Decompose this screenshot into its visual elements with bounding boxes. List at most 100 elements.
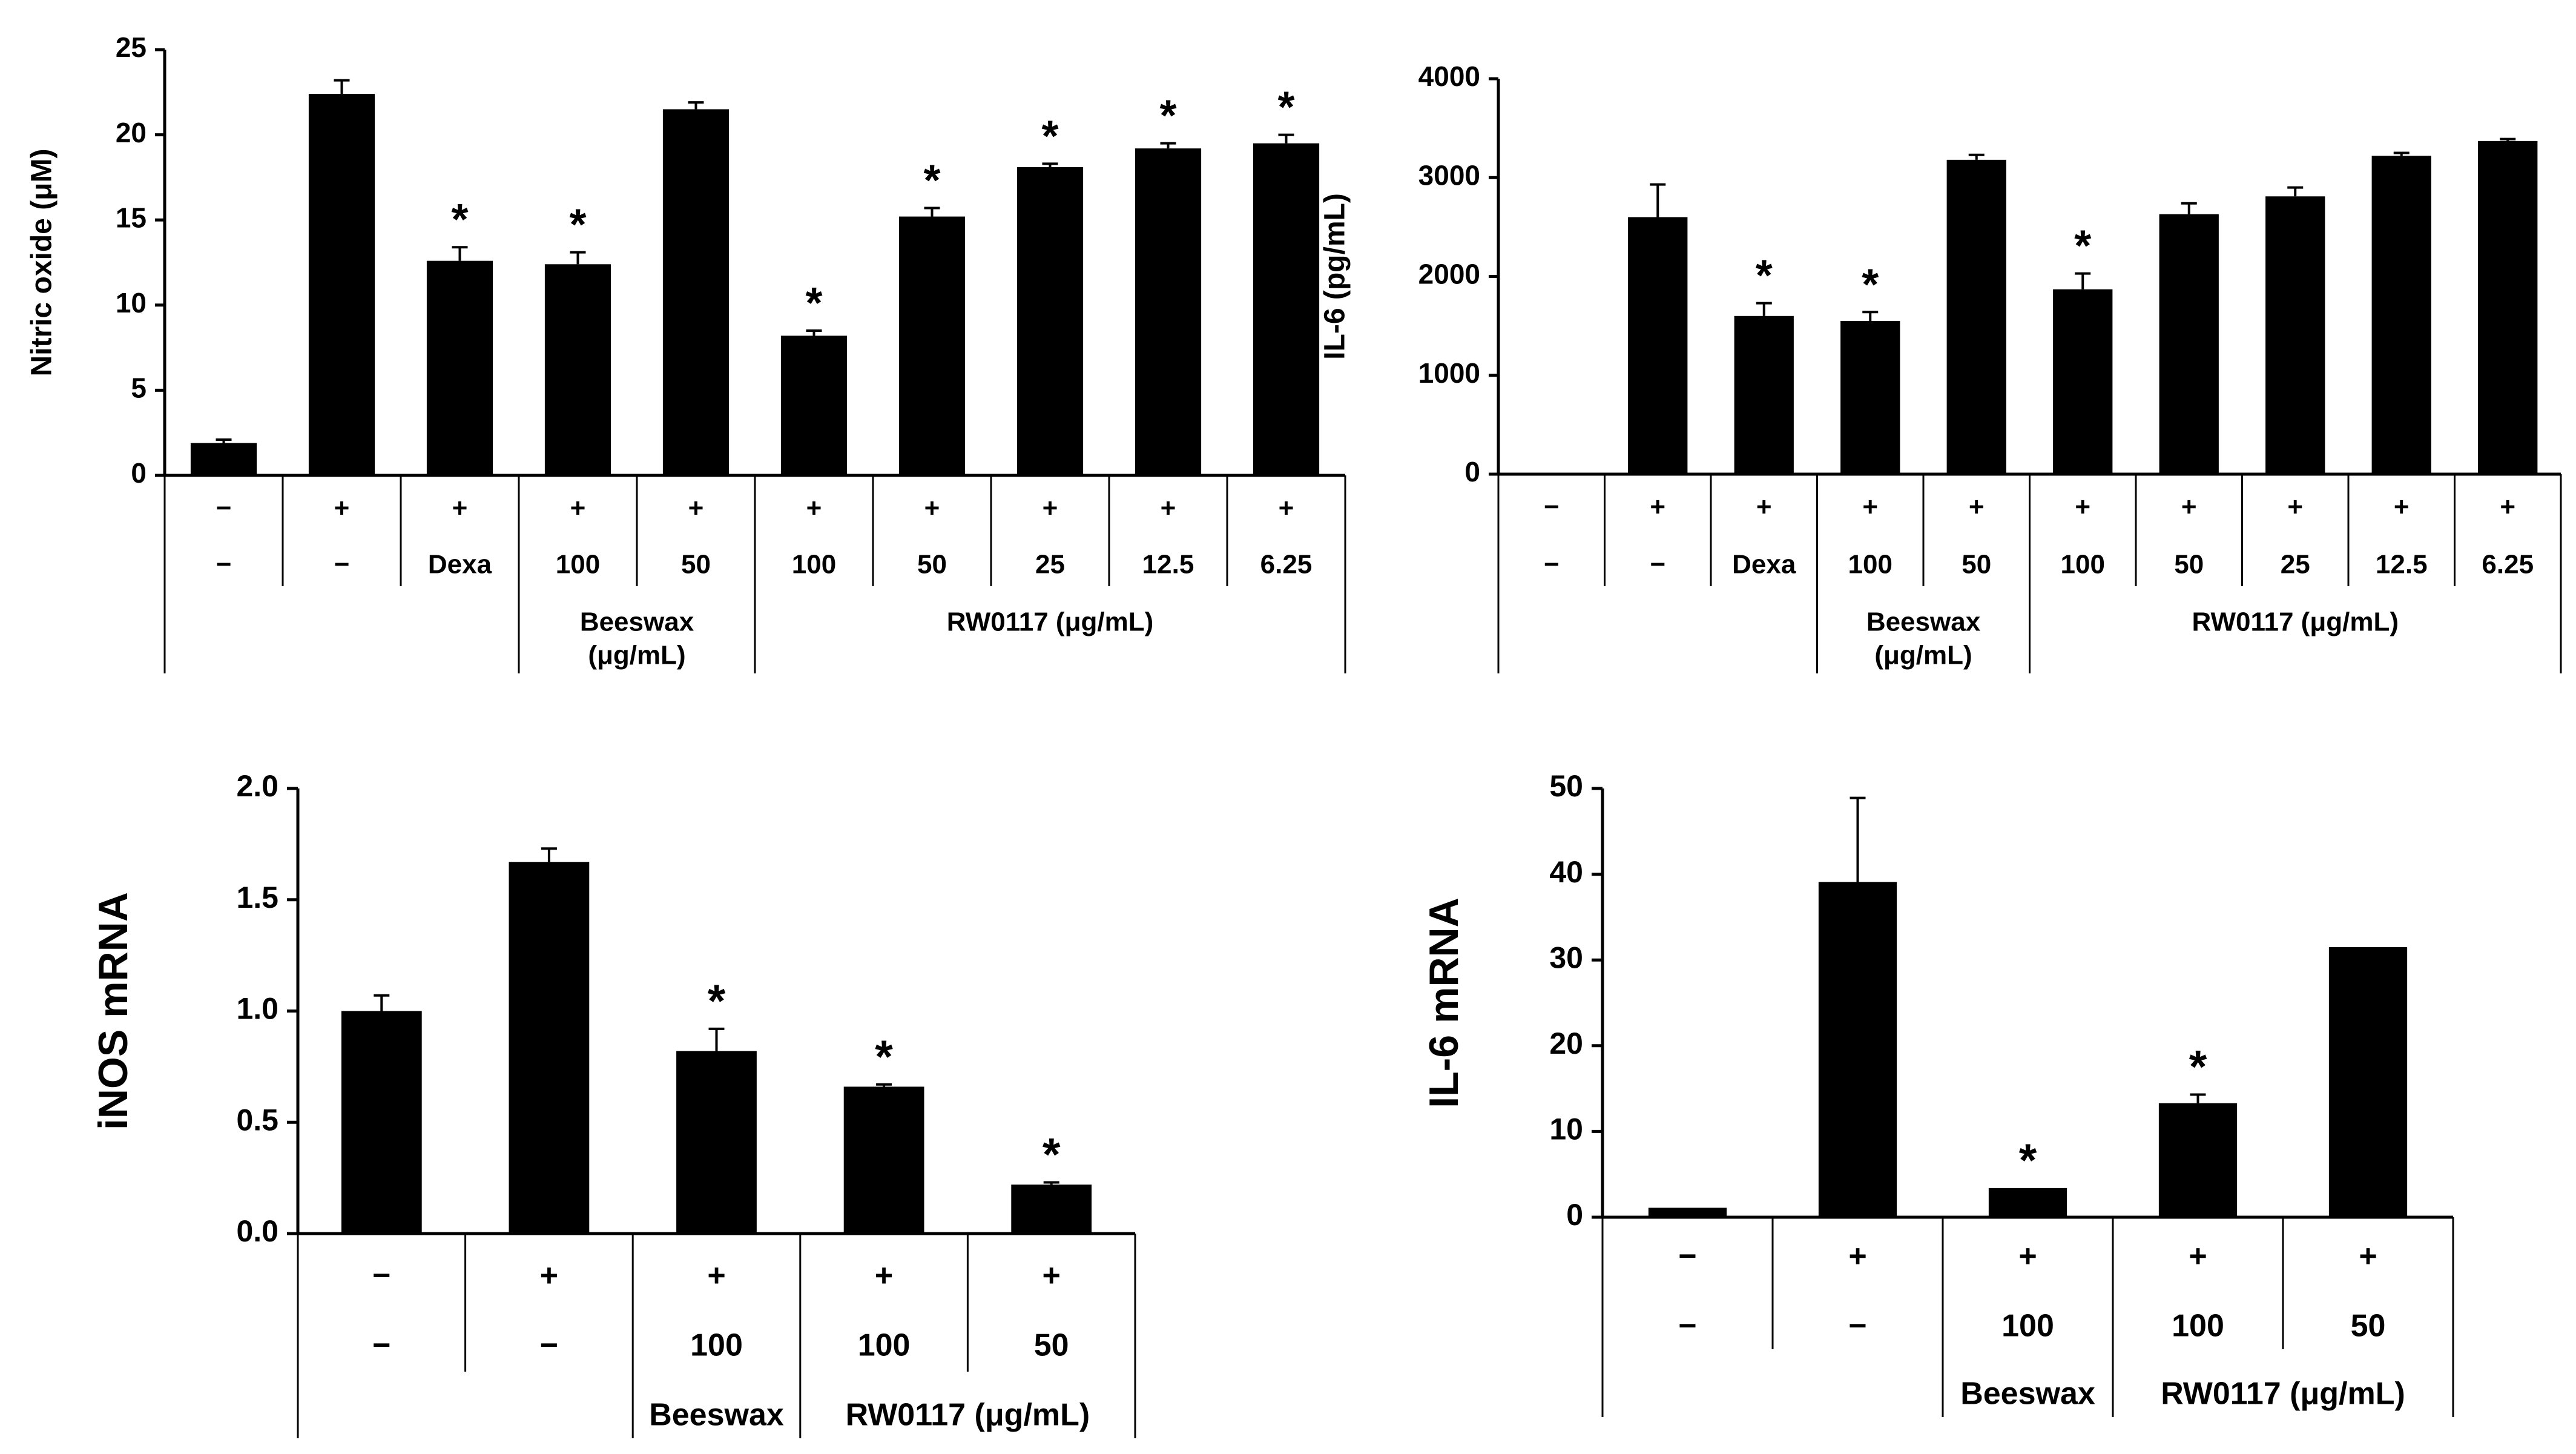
bar xyxy=(1840,320,1900,474)
y-axis-label: iNOS mRNA xyxy=(90,892,136,1130)
significance-star: * xyxy=(2189,1042,2207,1093)
treatment-lps-label: + xyxy=(1161,494,1176,523)
treatment-dose-label: − xyxy=(540,1328,558,1363)
y-axis-label: Nitric oxide (μM) xyxy=(26,148,58,376)
chart-inos: 0.0 0.5 1.0 1.5 2.0 iNOS mRNA * * * − + + + + − − 100 100… xyxy=(90,769,1136,1438)
y-tick-label: 40 xyxy=(1549,855,1583,889)
y-tick-label: 1.5 xyxy=(236,881,278,914)
treatment-dose-label: 50 xyxy=(1962,550,1991,580)
y-tick-label: 20 xyxy=(1549,1026,1583,1060)
bar xyxy=(1734,316,1794,474)
significance-star: * xyxy=(1756,252,1773,300)
group-label: RW0117 (μg/mL) xyxy=(947,607,1154,637)
group-label: Beeswax xyxy=(580,607,694,637)
y-tick-label: 25 xyxy=(116,31,147,63)
group-label-unit: (μg/mL) xyxy=(1874,641,1972,670)
bar xyxy=(843,1086,924,1234)
treatment-lps-label: − xyxy=(1678,1239,1696,1274)
treatment-lps-label: + xyxy=(1848,1239,1866,1274)
y-tick-label: 0 xyxy=(131,457,147,489)
y-tick-label: 0 xyxy=(1464,456,1480,487)
chart-il6: 0 1000 2000 3000 4000 IL-6 (pg/mL) * * * − + + + + + + +… xyxy=(1319,61,2562,673)
treatment-dose-label: 50 xyxy=(2351,1309,2386,1344)
treatment-lps-label: + xyxy=(1756,492,1772,522)
treatment-lps-label: + xyxy=(2500,492,2515,522)
bar xyxy=(1628,217,1688,474)
y-tick-label: 1.0 xyxy=(236,992,278,1026)
significance-star: * xyxy=(923,157,940,205)
treatment-lps-label: + xyxy=(540,1258,558,1294)
significance-star: * xyxy=(1043,1129,1061,1181)
bar xyxy=(1016,167,1084,475)
bar xyxy=(2371,156,2431,475)
significance-star: * xyxy=(2074,222,2091,271)
y-tick-label: 2.0 xyxy=(236,769,278,803)
bar xyxy=(1988,1188,2067,1217)
treatment-lps-label: + xyxy=(806,494,822,523)
treatment-lps-label: + xyxy=(1279,494,1294,523)
bar xyxy=(1253,143,1320,475)
treatment-lps-label: + xyxy=(2075,492,2090,522)
y-tick-label: 4000 xyxy=(1418,61,1480,92)
treatment-dose-label: − xyxy=(1848,1309,1866,1344)
treatment-dose-label: 100 xyxy=(556,550,600,580)
treatment-lps-label: + xyxy=(452,494,468,523)
y-tick-label: 20 xyxy=(116,117,147,148)
significance-star: * xyxy=(569,201,586,249)
significance-star: * xyxy=(875,1031,893,1083)
bar xyxy=(2328,947,2408,1217)
bar xyxy=(190,443,257,475)
treatment-lps-label: + xyxy=(707,1258,725,1294)
treatment-dose-label: − xyxy=(1544,550,1560,580)
bar xyxy=(1946,159,2006,474)
group-label: Beeswax xyxy=(1866,607,1981,637)
treatment-dose-label: 6.25 xyxy=(2482,550,2534,580)
y-tick-label: 0.0 xyxy=(236,1214,278,1248)
treatment-lps-label: + xyxy=(2359,1239,2377,1274)
treatment-dose-label: 25 xyxy=(2281,550,2310,580)
bar xyxy=(676,1051,757,1234)
treatment-dose-label: − xyxy=(1650,550,1665,580)
significance-star: * xyxy=(805,279,822,328)
treatment-lps-label: + xyxy=(2181,492,2197,522)
treatment-lps-label: + xyxy=(570,494,586,523)
bar xyxy=(2159,214,2219,474)
treatment-lps-label: + xyxy=(1043,1258,1061,1294)
significance-star: * xyxy=(1862,260,1879,309)
bar xyxy=(1135,148,1202,475)
bar xyxy=(2053,289,2113,474)
chart-il6mrna: 0 10 20 30 40 50 IL-6 mRNA * * − + + + + − − 100 100 50 Bee… xyxy=(1421,769,2454,1417)
bar xyxy=(2158,1103,2238,1217)
group-label: RW0117 (μg/mL) xyxy=(846,1398,1090,1433)
significance-star: * xyxy=(1041,112,1058,160)
treatment-lps-label: + xyxy=(1043,494,1058,523)
group-label-unit: (μg/mL) xyxy=(588,641,685,670)
treatment-dose-label: 100 xyxy=(2172,1309,2224,1344)
bar xyxy=(662,109,730,476)
bar xyxy=(2478,140,2538,474)
treatment-lps-label: + xyxy=(2394,492,2410,522)
significance-star: * xyxy=(2019,1135,2037,1186)
group-label: RW0117 (μg/mL) xyxy=(2192,607,2399,637)
treatment-dose-label: 50 xyxy=(681,550,711,580)
treatment-lps-label: − xyxy=(1544,492,1560,522)
bar xyxy=(341,1011,422,1234)
treatment-lps-label: + xyxy=(1862,492,1878,522)
y-axis-label: IL-6 (pg/mL) xyxy=(1319,193,1351,360)
group-label: Beeswax xyxy=(1960,1376,2095,1412)
treatment-dose-label: 100 xyxy=(792,550,836,580)
treatment-lps-label: + xyxy=(334,494,350,523)
y-tick-label: 0.5 xyxy=(236,1103,278,1137)
bar xyxy=(780,335,848,475)
treatment-dose-label: 100 xyxy=(2001,1309,2054,1344)
bar xyxy=(509,862,590,1234)
y-tick-label: 50 xyxy=(1549,769,1583,803)
y-tick-label: 2000 xyxy=(1418,259,1480,290)
y-axis-label: IL-6 mRNA xyxy=(1421,897,1467,1108)
treatment-dose-label: 6.25 xyxy=(1260,550,1313,580)
bar xyxy=(1818,882,1897,1217)
y-tick-label: 1000 xyxy=(1418,357,1480,389)
treatment-dose-label: 100 xyxy=(858,1328,911,1363)
treatment-lps-label: − xyxy=(372,1258,390,1294)
y-tick-label: 3000 xyxy=(1418,159,1480,191)
